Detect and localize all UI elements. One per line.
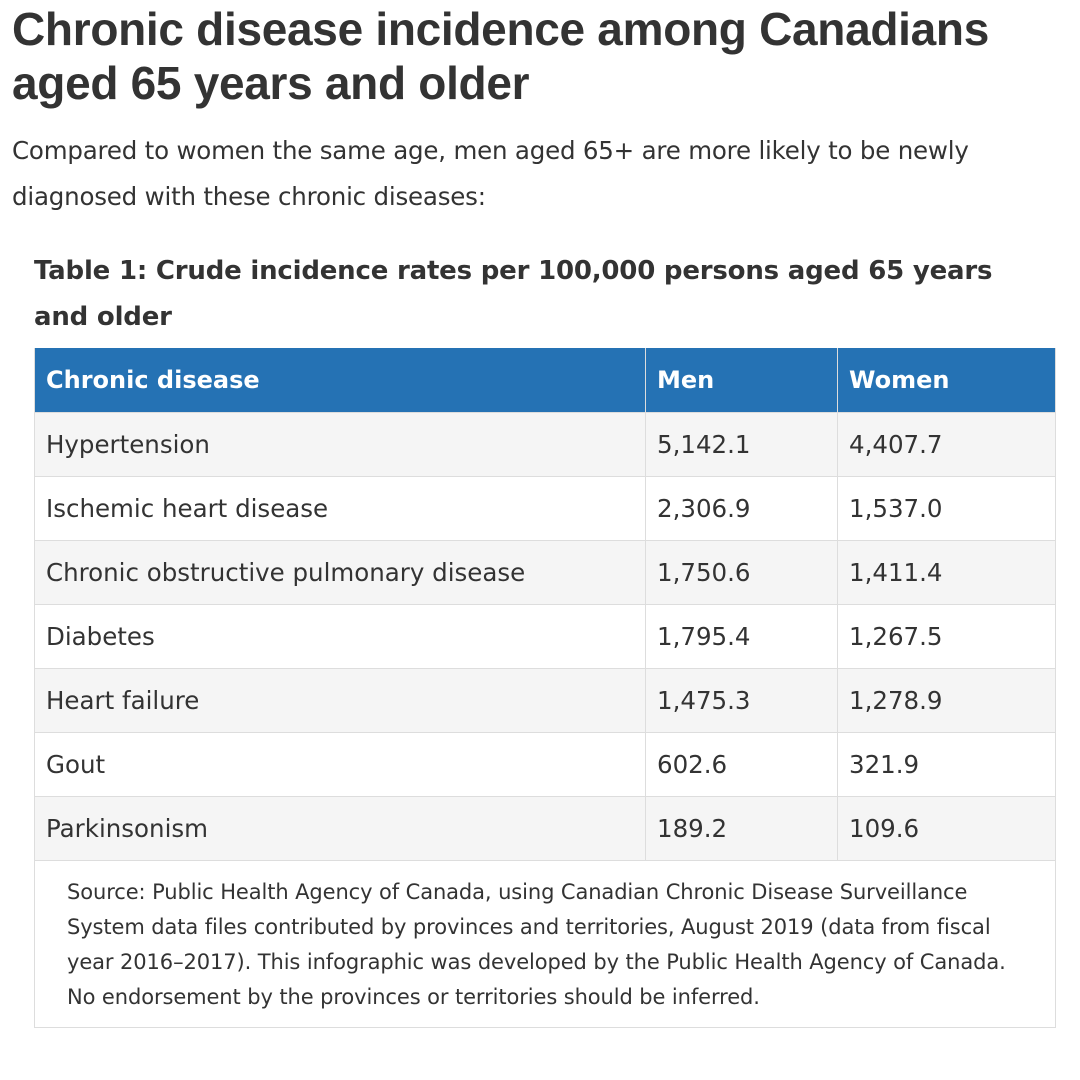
disease-cell: Ischemic heart disease bbox=[34, 475, 646, 541]
page-title: Chronic disease incidence among Canadian… bbox=[12, 3, 989, 109]
women-rate-cell: 1,411.4 bbox=[837, 539, 1056, 605]
women-rate-cell: 109.6 bbox=[837, 795, 1056, 861]
table-header-row: Chronic disease Men Women bbox=[34, 348, 1056, 413]
men-rate-cell: 1,750.6 bbox=[645, 539, 838, 605]
men-rate-cell: 602.6 bbox=[645, 731, 838, 797]
women-rate-cell: 1,267.5 bbox=[837, 603, 1056, 669]
table-footer-row: Source: Public Health Agency of Canada, … bbox=[34, 859, 1056, 1028]
women-rate-cell: 1,278.9 bbox=[837, 667, 1056, 733]
women-rate-cell: 4,407.7 bbox=[837, 411, 1056, 477]
table-row: Diabetes 1,795.4 1,267.5 bbox=[34, 603, 1056, 669]
source-note: Source: Public Health Agency of Canada, … bbox=[34, 859, 1056, 1028]
column-header-men: Men bbox=[645, 348, 838, 413]
men-rate-cell: 2,306.9 bbox=[645, 475, 838, 541]
women-rate-cell: 1,537.0 bbox=[837, 475, 1056, 541]
disease-cell: Hypertension bbox=[34, 411, 646, 477]
men-rate-cell: 189.2 bbox=[645, 795, 838, 861]
women-rate-cell: 321.9 bbox=[837, 731, 1056, 797]
table-row: Gout 602.6 321.9 bbox=[34, 731, 1056, 797]
table-row: Parkinsonism 189.2 109.6 bbox=[34, 795, 1056, 861]
men-rate-cell: 1,475.3 bbox=[645, 667, 838, 733]
disease-cell: Gout bbox=[34, 731, 646, 797]
table-row: Hypertension 5,142.1 4,407.7 bbox=[34, 411, 1056, 477]
table-row: Chronic obstructive pulmonary disease 1,… bbox=[34, 539, 1056, 605]
table-row: Ischemic heart disease 2,306.9 1,537.0 bbox=[34, 475, 1056, 541]
column-header-disease: Chronic disease bbox=[34, 348, 646, 413]
men-rate-cell: 1,795.4 bbox=[645, 603, 838, 669]
disease-cell: Parkinsonism bbox=[34, 795, 646, 861]
men-rate-cell: 5,142.1 bbox=[645, 411, 838, 477]
table-row: Heart failure 1,475.3 1,278.9 bbox=[34, 667, 1056, 733]
column-header-women: Women bbox=[837, 348, 1056, 413]
disease-cell: Diabetes bbox=[34, 603, 646, 669]
disease-cell: Heart failure bbox=[34, 667, 646, 733]
incidence-table: Chronic disease Men Women Hypertension 5… bbox=[34, 348, 1056, 1028]
disease-cell: Chronic obstructive pulmonary disease bbox=[34, 539, 646, 605]
table-caption: Table 1: Crude incidence rates per 100,0… bbox=[34, 256, 993, 332]
intro-text: Compared to women the same age, men aged… bbox=[12, 136, 969, 211]
